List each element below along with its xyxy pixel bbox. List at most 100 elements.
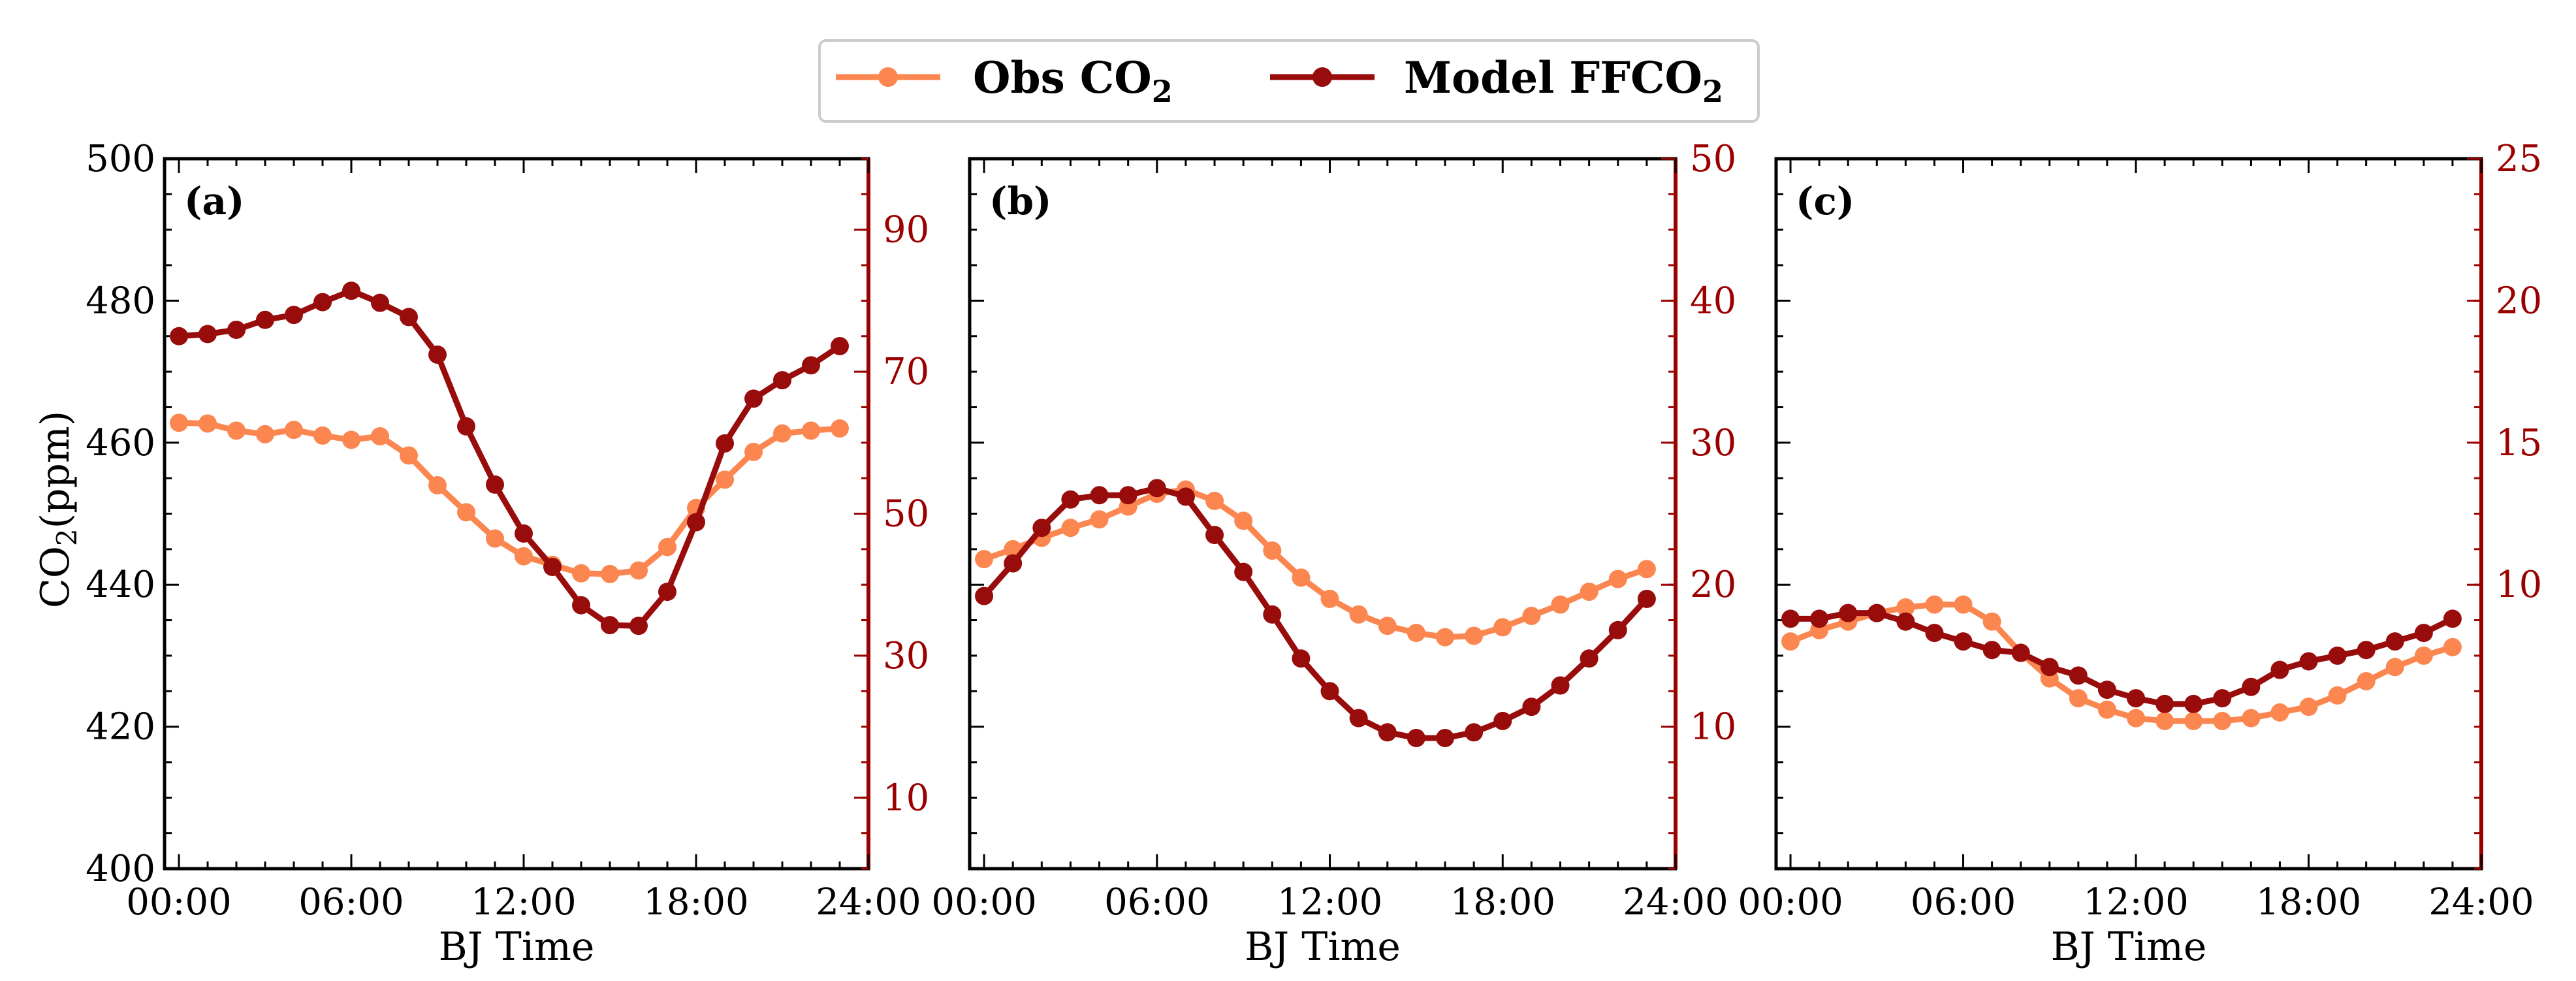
data-point-model: [1982, 641, 2001, 660]
data-point-obs: [457, 503, 475, 522]
y-right-tick-label: 40: [1690, 280, 1736, 322]
data-point-model: [1378, 723, 1397, 742]
panel-3: 00:00 06:00 12:00 18:00 24:00 BJ Time 10 15 20 25…: [1738, 138, 2542, 970]
x-axis-label: BJ Time: [2051, 924, 2207, 970]
data-point-obs: [1637, 560, 1656, 579]
data-point-model: [975, 587, 994, 605]
data-point-model: [2443, 609, 2462, 628]
data-point-model: [1896, 612, 1915, 631]
y-right-tick-label: 50: [1690, 138, 1736, 180]
data-point-model: [170, 327, 188, 346]
data-point-model: [2040, 658, 2059, 677]
data-point-model: [1781, 609, 1800, 628]
data-point-model: [1147, 479, 1166, 498]
x-tick-label: 24:00: [816, 881, 921, 924]
x-tick-label: 00:00: [1738, 881, 1843, 924]
data-point-model: [2357, 641, 2376, 660]
y-left-tick-label: 440: [86, 564, 155, 606]
data-point-model: [1868, 603, 1886, 622]
data-point-model: [716, 434, 734, 453]
data-point-model: [2155, 694, 2174, 713]
data-point-model: [543, 558, 562, 577]
y-right-tick-label: 20: [1690, 564, 1736, 606]
data-point-model: [1032, 519, 1051, 538]
data-point-model: [1436, 728, 1455, 747]
data-point-model: [428, 346, 447, 364]
data-point-model: [1925, 624, 1944, 643]
panels: 00:00 06:00 12:00 18:00 24:00 BJ Time 400 420 44…: [86, 138, 2542, 970]
data-point-model: [256, 310, 274, 329]
data-point-model: [2385, 632, 2404, 651]
legend: Obs CO2 Model FFCO2: [818, 39, 1760, 123]
x-tick-label: 18:00: [1450, 881, 1555, 924]
legend-obs-sub: 2: [1152, 74, 1173, 109]
data-point-obs: [1982, 612, 2001, 631]
left-axis-label-main: CO: [33, 546, 78, 608]
panel-1: 00:00 06:00 12:00 18:00 24:00 BJ Time 400 420 44…: [86, 138, 929, 970]
data-point-obs: [1551, 595, 1570, 614]
series-line-model: [178, 287, 842, 629]
data-point-model: [1176, 487, 1195, 506]
data-point-obs: [1436, 628, 1455, 647]
data-point-model: [1263, 605, 1282, 624]
left-axis-label-tail: (ppm): [33, 411, 78, 529]
data-point-model: [515, 524, 533, 543]
data-point-model: [1292, 649, 1311, 668]
left-axis-label: CO2(ppm): [33, 411, 83, 608]
y-right-tick-label: 15: [2496, 422, 2542, 464]
data-point-model: [1954, 632, 1973, 651]
data-point-model: [457, 417, 475, 436]
y-right-tick-label: 10: [883, 777, 929, 819]
data-point-obs: [227, 421, 246, 440]
data-point-model: [1493, 711, 1512, 730]
data-point-obs: [1263, 541, 1282, 560]
data-point-obs: [1292, 568, 1311, 587]
data-point-model: [1551, 676, 1570, 695]
data-point-model: [744, 389, 763, 408]
data-point-model: [1205, 526, 1224, 545]
y-right-tick-label: 10: [2496, 564, 2542, 606]
y-left-tick-label: 480: [86, 280, 155, 322]
x-tick-label: 00:00: [126, 881, 231, 924]
data-point-model: [2069, 666, 2088, 685]
data-point-model: [342, 281, 360, 300]
x-tick-label: 06:00: [298, 881, 404, 924]
data-point-obs: [1580, 583, 1598, 602]
data-point-obs: [601, 564, 619, 583]
data-point-obs: [744, 442, 763, 461]
data-point-obs: [1493, 618, 1512, 637]
data-point-obs: [1205, 491, 1224, 510]
data-point-obs: [2242, 709, 2261, 728]
data-point-model: [313, 293, 332, 312]
data-point-obs: [371, 427, 389, 446]
legend-obs-label: Obs CO: [973, 52, 1152, 103]
data-point-obs: [1234, 511, 1253, 530]
data-point-obs: [802, 421, 820, 440]
data-point-obs: [199, 414, 217, 433]
data-point-model: [2414, 624, 2433, 643]
data-point-model: [572, 596, 590, 615]
data-point-obs: [428, 476, 447, 495]
data-point-model: [1839, 603, 1858, 622]
y-right-tick-label: 25: [2496, 138, 2542, 180]
data-point-obs: [2127, 709, 2146, 728]
x-tick-label: 06:00: [1911, 881, 2016, 924]
data-point-model: [1407, 728, 1425, 747]
data-point-model: [486, 475, 504, 494]
x-tick-label: 12:00: [2083, 881, 2188, 924]
data-point-model: [2127, 689, 2146, 708]
data-point-model: [658, 583, 676, 602]
data-point-model: [1234, 562, 1253, 581]
y-right-tick-label: 30: [883, 635, 929, 677]
panel-label: (a): [184, 179, 244, 223]
data-point-model: [1320, 682, 1339, 701]
data-point-obs: [629, 561, 648, 580]
legend-model-sub: 2: [1702, 74, 1723, 109]
legend-model-label: Model FFCO: [1404, 52, 1702, 103]
data-point-obs: [1925, 595, 1944, 614]
y-right-tick-label: 50: [883, 493, 929, 536]
x-tick-label: 06:00: [1104, 881, 1209, 924]
legend-obs-text: Obs CO2: [973, 52, 1173, 109]
panel-label: (c): [1796, 179, 1854, 223]
